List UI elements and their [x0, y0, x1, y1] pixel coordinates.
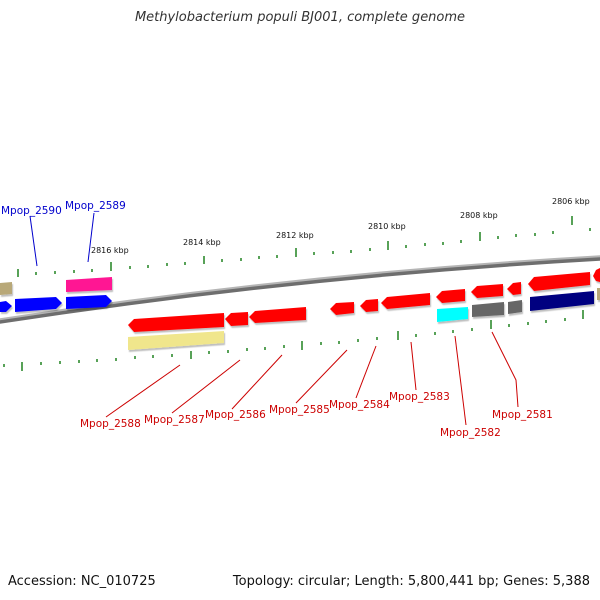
leader-line-mpop-2582: [454, 335, 467, 426]
gene-feature-mpop-2582[interactable]: [437, 307, 468, 322]
leader-line-mpop-2581: [491, 331, 519, 408]
gene-feature-red-right[interactable]: [593, 268, 600, 282]
gene-feature-olive[interactable]: [0, 282, 12, 295]
gene-label-mpop-2588[interactable]: Mpop_2588: [80, 418, 141, 430]
leader-line-mpop-2585: [295, 349, 348, 404]
gene-label-mpop-2587[interactable]: Mpop_2587: [144, 414, 205, 426]
bottom-gene-labels: Mpop_2588 Mpop_2587 Mpop_2586 Mpop_2585 …: [80, 391, 553, 439]
scale-label: 2814 kbp: [183, 238, 221, 247]
leader-line-mpop-2590: [29, 215, 38, 267]
gene-feature-red[interactable]: [528, 272, 590, 291]
gene-feature-mpop-2583[interactable]: [381, 293, 430, 309]
gene-label-mpop-2589[interactable]: Mpop_2589: [65, 200, 126, 212]
gene-feature-blue[interactable]: [66, 295, 112, 309]
gene-feature-mpop-2584[interactable]: [360, 299, 378, 312]
scale-label: 2810 kbp: [368, 222, 406, 231]
gene-feature-grey[interactable]: [472, 302, 504, 317]
upper-tick-row: [17, 216, 591, 277]
scale-label: 2816 kbp: [91, 246, 129, 255]
gene-feature-mpop-2588[interactable]: [128, 313, 224, 332]
scale-label: 2812 kbp: [276, 231, 314, 240]
scale-label: 2808 kbp: [460, 211, 498, 220]
reverse-strand-genes: [128, 272, 590, 350]
gene-feature-mpop-2587[interactable]: [225, 312, 248, 326]
gene-feature-mpop-2581[interactable]: [530, 291, 594, 311]
gene-label-mpop-2583[interactable]: Mpop_2583: [389, 391, 450, 403]
gene-feature-blue[interactable]: [0, 301, 12, 312]
gene-feature-mpop-2589[interactable]: [66, 277, 112, 292]
accession-text: Accession: NC_010725: [8, 574, 156, 589]
gene-feature-red[interactable]: [471, 284, 503, 298]
gene-feature-olive[interactable]: [597, 288, 600, 300]
top-gene-labels: Mpop_2590 Mpop_2589: [1, 200, 126, 217]
gene-feature-red[interactable]: [436, 289, 465, 303]
gene-feature-grey[interactable]: [508, 300, 522, 314]
leader-line-mpop-2587: [171, 359, 241, 414]
gene-feature-red[interactable]: [507, 282, 521, 295]
gene-label-mpop-2590[interactable]: Mpop_2590: [1, 205, 62, 217]
leader-line-mpop-2583: [410, 341, 417, 391]
gene-feature-mpop-2585[interactable]: [330, 302, 354, 315]
gene-feature-mpop-2588-secondary[interactable]: [128, 331, 224, 350]
gene-feature-blue[interactable]: [15, 297, 62, 312]
scale-label: 2806 kbp: [552, 197, 590, 206]
map-title: Methylobacterium populi BJ001, complete …: [134, 10, 466, 25]
gene-label-mpop-2585[interactable]: Mpop_2585: [269, 404, 330, 416]
gene-label-mpop-2582[interactable]: Mpop_2582: [440, 427, 501, 439]
leader-lines: [29, 212, 519, 426]
topology-text: Topology: circular; Length: 5,800,441 bp…: [232, 574, 590, 589]
lower-tick-row: [3, 310, 584, 371]
forward-strand-genes: [0, 268, 600, 312]
leader-line-mpop-2584: [355, 345, 377, 399]
gene-feature-mpop-2586[interactable]: [249, 307, 306, 323]
leader-line-mpop-2589: [87, 212, 95, 263]
leader-line-mpop-2586: [231, 354, 283, 410]
scale-labels: 2816 kbp 2814 kbp 2812 kbp 2810 kbp 2808…: [91, 197, 590, 255]
gene-label-mpop-2586[interactable]: Mpop_2586: [205, 409, 266, 421]
gene-label-mpop-2581[interactable]: Mpop_2581: [492, 409, 553, 421]
gene-label-mpop-2584[interactable]: Mpop_2584: [329, 399, 390, 411]
leader-line-mpop-2588: [105, 364, 181, 418]
